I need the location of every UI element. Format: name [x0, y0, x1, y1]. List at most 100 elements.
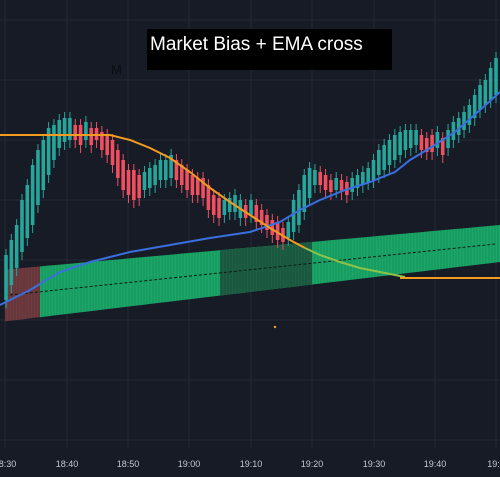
candle-body [393, 135, 397, 160]
x-tick-label: 19:30 [363, 459, 386, 469]
candle-body [286, 222, 291, 238]
candle-body [137, 175, 141, 198]
candle-body [211, 195, 216, 215]
candle-body [89, 128, 94, 145]
candle-body [419, 135, 424, 150]
candle-body [62, 118, 67, 142]
candle-body [478, 85, 482, 110]
candle-body [334, 178, 339, 190]
candle-body [174, 160, 179, 180]
candle-body [41, 140, 46, 190]
x-tick-label: 19:00 [178, 459, 201, 469]
x-tick-label: 19:5 [487, 459, 500, 469]
candle-body [148, 168, 152, 188]
candle-body [185, 170, 189, 190]
candle-body [132, 170, 136, 200]
signal-dot [273, 325, 277, 329]
candle-body [73, 125, 78, 140]
candle-body [36, 150, 40, 205]
candle-body [488, 68, 493, 100]
candle-body [25, 185, 30, 238]
ema-fast-line [0, 91, 500, 306]
x-tick-label: 19:20 [301, 459, 324, 469]
candle-body [339, 180, 344, 192]
candle-body [30, 165, 35, 225]
candle-body [355, 175, 360, 188]
candle-body [110, 140, 115, 165]
candle-body [430, 135, 434, 152]
candle-body [472, 95, 477, 118]
candle-body [297, 190, 301, 225]
chart-title: Market Bias + EMA cross [147, 29, 392, 70]
candle-body [163, 160, 168, 180]
candle-body [275, 222, 280, 240]
candle-body [302, 175, 307, 212]
bias-midline [4, 243, 496, 296]
candle-body [456, 118, 461, 135]
candle-body [371, 160, 376, 180]
candle-body [195, 178, 200, 195]
candle-body [254, 205, 259, 222]
x-tick-label: 19:40 [424, 459, 447, 469]
candle-body [46, 128, 51, 175]
x-tick-label: 18:30 [0, 459, 16, 469]
candle-body [169, 155, 173, 178]
bias-band-neutral [220, 241, 312, 296]
candle-body [313, 170, 317, 185]
candle-body [265, 215, 269, 230]
candle-body [142, 172, 147, 190]
candle-body [227, 198, 232, 212]
candle-body [329, 180, 333, 192]
candle-body [233, 195, 237, 212]
candle-body [14, 225, 19, 268]
candle-body [462, 112, 466, 130]
candle-body [121, 160, 125, 190]
candle-body [4, 255, 8, 300]
x-tick-label: 18:40 [56, 459, 79, 469]
candle-body [446, 130, 450, 148]
candle-body [323, 175, 328, 190]
candle-body [222, 200, 227, 215]
candle-body [179, 165, 184, 185]
candle-body [440, 138, 445, 155]
candle-body [201, 178, 205, 198]
candle-body [259, 210, 264, 225]
x-tick-label: 19:10 [240, 459, 263, 469]
candle-body [116, 150, 120, 178]
candle-body [403, 130, 408, 150]
candle-body [249, 200, 253, 215]
candle-body [382, 145, 386, 170]
candle-body [387, 140, 392, 165]
candle-body [467, 105, 472, 125]
candle-body [270, 220, 275, 235]
candle-body [105, 135, 109, 155]
candle-body [408, 130, 413, 148]
candle-body [307, 168, 312, 198]
candle-body [9, 240, 14, 285]
candle-body [494, 58, 498, 95]
candle-body [153, 165, 157, 185]
candle-body [424, 138, 429, 152]
marker-label: M [111, 62, 122, 77]
ema-slow-line [0, 134, 306, 249]
candle-body [398, 132, 402, 155]
candle-body [20, 200, 24, 252]
candle-body [361, 172, 365, 185]
x-tick-label: 18:50 [117, 459, 140, 469]
candle-body [84, 122, 88, 140]
candle-body [366, 168, 370, 182]
candle-body [52, 125, 56, 160]
candle-body [126, 170, 131, 195]
candle-body [483, 80, 488, 105]
candle-body [217, 198, 221, 218]
candle-body [350, 178, 354, 192]
candle-body [158, 160, 163, 180]
candle-body [435, 132, 440, 148]
candle-body [451, 122, 456, 140]
candle-body [291, 200, 296, 232]
candle-body [318, 172, 323, 185]
candle-body [190, 175, 195, 195]
candle-body [68, 118, 72, 140]
